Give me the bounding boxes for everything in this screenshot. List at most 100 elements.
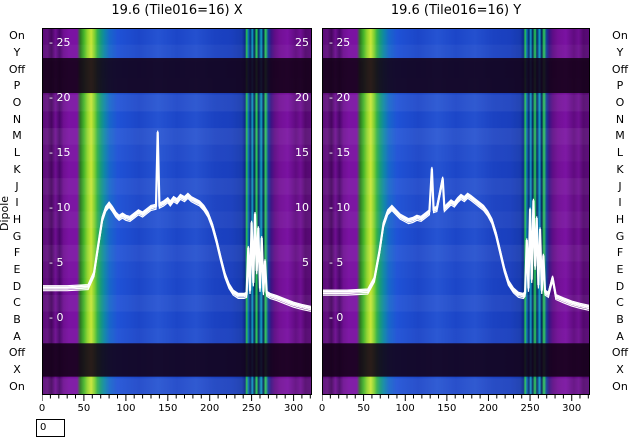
dipole-label: N: [615, 112, 625, 126]
inner-db-tick-left: - 5: [329, 256, 343, 269]
off-row-band: [322, 343, 590, 377]
dipole-labels-left: On Y Off P O N M L K J I H G F E D C B A Off X On: [0, 28, 34, 395]
inner-db-tick-right: 20: [295, 91, 309, 104]
dipole-label: D: [12, 279, 22, 293]
dipole-label: Off: [611, 62, 629, 76]
row-shade: [322, 145, 590, 162]
x-tick-label: 150: [158, 403, 178, 414]
dipole-label: F: [13, 246, 21, 260]
row-shade: [322, 328, 590, 345]
row-shade: [42, 378, 312, 395]
dipole-label: N: [12, 112, 22, 126]
x-tick-label: 0: [38, 403, 46, 414]
x-tick-label: 300: [562, 403, 582, 414]
dipole-label: G: [12, 229, 22, 243]
dipole-label: Y: [616, 46, 624, 59]
inner-db-tick-right: 25: [295, 36, 309, 49]
inner-db-tick-left: - 20: [49, 91, 70, 104]
dipole-label: C: [616, 296, 624, 310]
row-shade: [42, 244, 312, 262]
inner-db-tick-left: - 0: [329, 311, 343, 324]
x-tick-label: 250: [242, 403, 262, 414]
dipole-label: On: [9, 29, 25, 43]
row-shade: [42, 211, 312, 229]
row-shade: [322, 44, 590, 62]
dipole-label: On: [612, 29, 628, 43]
off-row-band: [42, 343, 312, 377]
x-tick-label: 50: [77, 403, 91, 414]
inner-db-tick-left: - 15: [329, 146, 350, 159]
row-shade: [322, 128, 590, 145]
x-tick-label: 250: [520, 403, 540, 414]
x-tick-label: 300: [284, 403, 304, 414]
row-shade: [322, 178, 590, 195]
dipole-label: Off: [8, 346, 26, 360]
off-row-band: [42, 58, 312, 94]
dipole-label: B: [13, 312, 21, 326]
panel-title-x: 19.6 (Tile016=16) X: [111, 3, 243, 18]
axes-frame: [42, 28, 312, 395]
inner-db-tick-right: 15: [295, 146, 309, 159]
inner-db-tick-left: - 5: [49, 256, 63, 269]
dipole-label: I: [618, 196, 622, 210]
row-shade: [42, 128, 312, 145]
row-shade: [322, 94, 590, 112]
x-tick-label: 200: [200, 403, 220, 414]
dipole-label: On: [9, 379, 25, 393]
dipole-labels-right: On Y Off P O N M L K J I H G F E D C B A Off X On: [602, 28, 638, 395]
dipole-label: D: [615, 279, 625, 293]
dipole-label: Off: [8, 62, 26, 76]
dipole-label: C: [13, 296, 21, 310]
inner-db-tick-left: - 10: [329, 201, 350, 214]
dipole-label: E: [13, 262, 21, 276]
row-shade: [322, 378, 590, 395]
x-tick-labels-right: 0 50 100 150 200 250 300: [319, 403, 590, 417]
row-shade: [42, 178, 312, 195]
corner-indicator: 0: [36, 419, 65, 437]
inner-db-tick-right: 10: [295, 201, 309, 214]
dipole-label: J: [15, 179, 19, 193]
inner-db-tick-left: - 0: [49, 311, 63, 324]
dipole-label: Off: [611, 346, 629, 360]
dipole-label: F: [616, 246, 624, 260]
dipole-label: Y: [13, 46, 21, 59]
inner-db-tick-right: 5: [302, 256, 309, 269]
panel-title-y: 19.6 (Tile016=16) Y: [390, 3, 522, 18]
bandpass-line: [42, 135, 312, 313]
dipole-label: H: [12, 212, 22, 226]
bandpass-line: [322, 171, 590, 312]
inner-db-tick-left: - 20: [329, 91, 350, 104]
row-shade: [42, 44, 312, 62]
row-shade: [322, 211, 590, 229]
dipole-label: H: [615, 212, 625, 226]
dipole-label: L: [616, 146, 624, 160]
row-shade: [42, 262, 312, 279]
dipole-label: A: [616, 329, 624, 343]
axes-frame: [322, 28, 590, 395]
x-tick-labels-left: 0 50 100 150 200 250 300: [39, 403, 312, 417]
dipole-label: J: [618, 179, 622, 193]
dipole-label: E: [616, 262, 624, 276]
x-tick-label: 0: [318, 403, 326, 414]
dipole-label: X: [616, 363, 624, 376]
inner-db-tick-left: - 25: [49, 36, 70, 49]
row-shade: [42, 145, 312, 162]
row-shade: [322, 262, 590, 279]
dipole-label: O: [12, 96, 22, 110]
x-tick-label: 150: [437, 403, 457, 414]
dipole-label: P: [13, 79, 21, 93]
row-shade: [42, 328, 312, 345]
x-tick-label: 100: [395, 403, 415, 414]
dipole-label: P: [616, 79, 624, 93]
heatmap-panel-y: - 25 - 20 - 15 - 10 - 5 - 0: [322, 28, 590, 401]
dipole-label: On: [612, 379, 628, 393]
dipole-label: G: [615, 229, 625, 243]
dipole-label: M: [615, 129, 625, 143]
inner-db-tick-left: - 15: [49, 146, 70, 159]
dipole-label: X: [13, 363, 21, 376]
x-tick-label: 200: [478, 403, 499, 414]
dipole-label: K: [13, 162, 21, 176]
dipole-label: L: [13, 146, 21, 160]
x-tick-label: 50: [357, 403, 370, 414]
dipole-label: B: [616, 312, 624, 326]
